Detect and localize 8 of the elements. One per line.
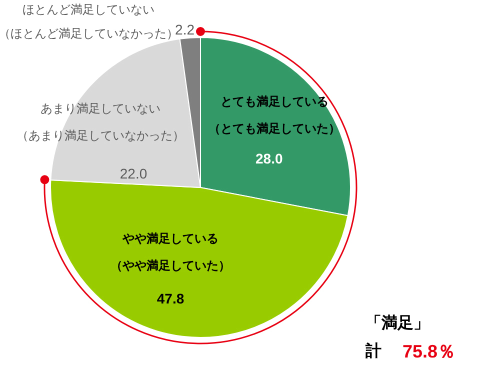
text: 計: [364, 342, 382, 360]
data-label: 28.0: [256, 150, 283, 166]
data-label: 47.8: [156, 290, 184, 306]
slice-label: あまり満足していない（あまり満足していなかった）: [16, 102, 184, 142]
text: 75.8％: [402, 342, 456, 362]
slice-label: やや満足している（やや満足していた）: [110, 232, 230, 272]
text: 「満足」: [366, 314, 430, 332]
data-label: 22.0: [120, 166, 148, 182]
